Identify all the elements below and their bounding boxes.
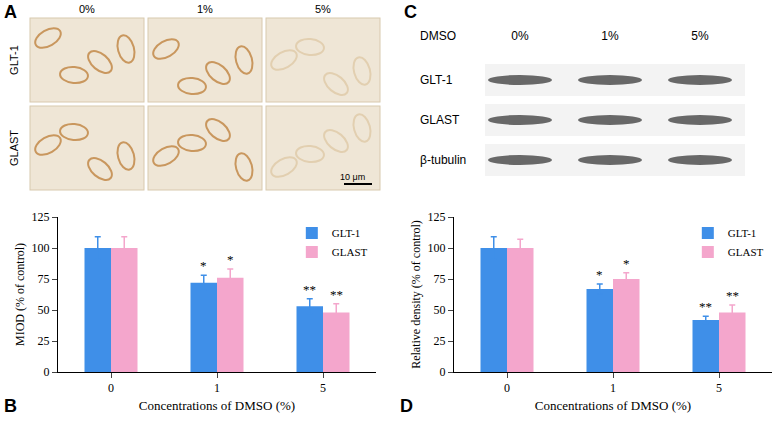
svg-text:75: 75 bbox=[434, 272, 446, 286]
svg-text:75: 75 bbox=[38, 272, 50, 286]
svg-text:GLT-1: GLT-1 bbox=[8, 45, 20, 75]
svg-text:GLT-1: GLT-1 bbox=[420, 73, 453, 87]
svg-text:*: * bbox=[596, 267, 603, 282]
svg-text:125: 125 bbox=[428, 210, 446, 224]
html-text:D: D bbox=[400, 396, 413, 416]
svg-text:50: 50 bbox=[434, 303, 446, 317]
svg-text:5: 5 bbox=[320, 381, 326, 395]
svg-text:0: 0 bbox=[44, 365, 50, 379]
svg-text:5%: 5% bbox=[691, 29, 709, 43]
svg-text:100: 100 bbox=[32, 241, 50, 255]
svg-text:*: * bbox=[200, 258, 207, 273]
svg-text:0: 0 bbox=[504, 381, 510, 395]
svg-text:GLAST: GLAST bbox=[728, 246, 764, 258]
svg-text:GLAST: GLAST bbox=[420, 113, 460, 127]
svg-text:125: 125 bbox=[32, 210, 50, 224]
svg-text:GLAST: GLAST bbox=[8, 130, 20, 166]
svg-text:GLAST: GLAST bbox=[332, 246, 368, 258]
svg-text:5%: 5% bbox=[315, 3, 331, 15]
svg-text:β-tubulin: β-tubulin bbox=[420, 153, 466, 167]
svg-text:Concentrations of DMSO (%): Concentrations of DMSO (%) bbox=[139, 398, 295, 413]
svg-text:**: ** bbox=[330, 287, 343, 302]
svg-text:**: ** bbox=[303, 282, 316, 297]
svg-text:DMSO: DMSO bbox=[420, 29, 456, 43]
svg-text:25: 25 bbox=[38, 334, 50, 348]
svg-text:1: 1 bbox=[610, 381, 616, 395]
svg-text:*: * bbox=[623, 256, 630, 271]
svg-text:MIOD (% of control): MIOD (% of control) bbox=[13, 243, 27, 346]
svg-text:0: 0 bbox=[108, 381, 114, 395]
svg-text:*: * bbox=[227, 252, 234, 267]
svg-text:**: ** bbox=[726, 288, 739, 303]
svg-text:25: 25 bbox=[434, 334, 446, 348]
svg-text:**: ** bbox=[699, 299, 712, 314]
svg-text:GLT-1: GLT-1 bbox=[332, 227, 361, 239]
svg-text:5: 5 bbox=[716, 381, 722, 395]
svg-text:0%: 0% bbox=[511, 29, 529, 43]
html-text:C: C bbox=[404, 2, 417, 22]
svg-text:1: 1 bbox=[214, 381, 220, 395]
svg-text:100: 100 bbox=[428, 241, 446, 255]
svg-text:Concentrations of DMSO (%): Concentrations of DMSO (%) bbox=[535, 398, 691, 413]
svg-text:0%: 0% bbox=[79, 3, 95, 15]
svg-text:10 μm: 10 μm bbox=[340, 172, 365, 182]
svg-text:Relative density (% of control: Relative density (% of control) bbox=[409, 220, 423, 369]
svg-text:GLT-1: GLT-1 bbox=[728, 227, 757, 239]
html-text:A: A bbox=[4, 2, 17, 22]
svg-text:50: 50 bbox=[38, 303, 50, 317]
html-text:B: B bbox=[4, 396, 17, 416]
svg-text:1%: 1% bbox=[197, 3, 213, 15]
svg-text:0: 0 bbox=[440, 365, 446, 379]
svg-text:1%: 1% bbox=[601, 29, 619, 43]
